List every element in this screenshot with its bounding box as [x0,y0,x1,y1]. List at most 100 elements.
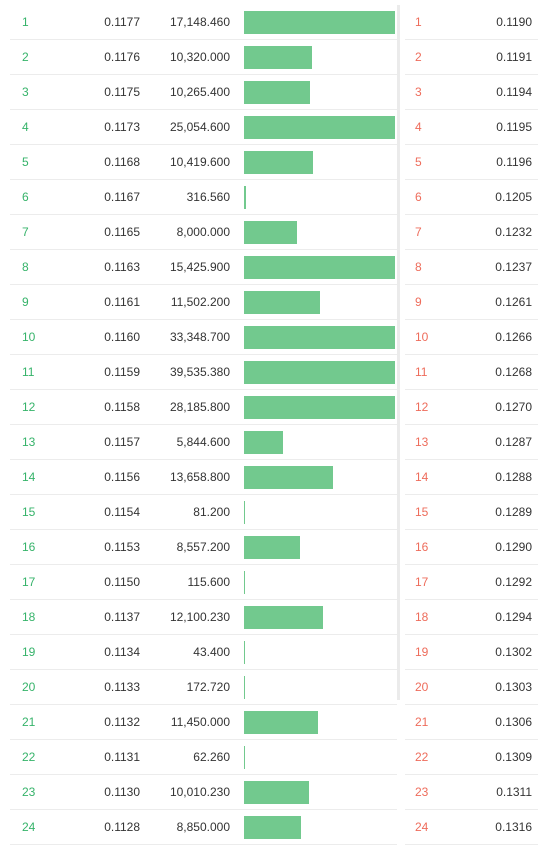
bid-row[interactable]: 3 0.1175 10,265.400 [10,75,397,110]
ask-row[interactable]: 22 0.1309 [405,740,538,775]
ask-price: 0.1309 [495,750,532,764]
ask-row[interactable]: 6 0.1205 [405,180,538,215]
bid-row[interactable]: 23 0.1130 10,010.230 [10,775,397,810]
bid-row[interactable]: 21 0.1132 11,450.000 [10,705,397,740]
bid-amount: 5,844.600 [176,435,230,449]
bid-amount: 316.560 [186,190,230,204]
bid-amount: 17,148.460 [169,15,230,29]
bid-amount: 25,054.600 [169,120,230,134]
ask-level: 19 [415,645,429,659]
bid-price: 0.1159 [104,365,140,379]
bid-level: 10 [22,330,36,344]
ask-row[interactable]: 14 0.1288 [405,460,538,495]
ask-row[interactable]: 5 0.1196 [405,145,538,180]
bid-row[interactable]: 5 0.1168 10,419.600 [10,145,397,180]
bid-row[interactable]: 13 0.1157 5,844.600 [10,425,397,460]
bid-level: 6 [22,190,29,204]
ask-row[interactable]: 11 0.1268 [405,355,538,390]
bid-row[interactable]: 10 0.1160 33,348.700 [10,320,397,355]
bid-row[interactable]: 18 0.1137 12,100.230 [10,600,397,635]
bid-row[interactable]: 7 0.1165 8,000.000 [10,215,397,250]
ask-row[interactable]: 2 0.1191 [405,40,538,75]
ask-row[interactable]: 4 0.1195 [405,110,538,145]
bid-row[interactable]: 8 0.1163 15,425.900 [10,250,397,285]
bid-price: 0.1161 [104,295,140,309]
bid-amount: 13,658.800 [169,470,230,484]
bid-row[interactable]: 9 0.1161 11,502.200 [10,285,397,320]
bid-price: 0.1154 [104,505,140,519]
bid-depth-bar [244,186,246,209]
bid-row[interactable]: 11 0.1159 39,535.380 [10,355,397,390]
bid-row[interactable]: 12 0.1158 28,185.800 [10,390,397,425]
bid-price: 0.1157 [104,435,140,449]
bid-depth-bar [244,466,333,489]
ask-row[interactable]: 19 0.1302 [405,635,538,670]
bid-price: 0.1137 [104,610,140,624]
bid-amount: 172.720 [186,680,230,694]
bid-level: 9 [22,295,29,309]
bid-level: 23 [22,785,36,799]
ask-row[interactable]: 21 0.1306 [405,705,538,740]
ask-row[interactable]: 24 0.1316 [405,810,538,845]
bid-level: 1 [22,15,29,29]
ask-level: 14 [415,470,429,484]
ask-level: 18 [415,610,429,624]
ask-level: 8 [415,260,422,274]
ask-row[interactable]: 1 0.1190 [405,5,538,40]
ask-row[interactable]: 3 0.1194 [405,75,538,110]
ask-level: 2 [415,50,422,64]
bid-price: 0.1165 [104,225,140,239]
bid-price: 0.1132 [104,715,140,729]
bid-amount: 15,425.900 [169,260,230,274]
bid-row[interactable]: 14 0.1156 13,658.800 [10,460,397,495]
bid-depth-bar [244,746,245,769]
bid-row[interactable]: 17 0.1150 115.600 [10,565,397,600]
bid-row[interactable]: 15 0.1154 81.200 [10,495,397,530]
bid-depth-bar [244,606,323,629]
bid-depth-bar [244,81,310,104]
bid-amount: 11,450.000 [170,715,230,729]
bid-amount: 10,320.000 [169,50,230,64]
bid-price: 0.1128 [104,820,140,834]
ask-row[interactable]: 10 0.1266 [405,320,538,355]
ask-price: 0.1205 [495,190,532,204]
bid-amount: 8,850.000 [176,820,230,834]
ask-row[interactable]: 8 0.1237 [405,250,538,285]
bid-row[interactable]: 16 0.1153 8,557.200 [10,530,397,565]
ask-row[interactable]: 17 0.1292 [405,565,538,600]
bid-row[interactable]: 2 0.1176 10,320.000 [10,40,397,75]
ask-row[interactable]: 9 0.1261 [405,285,538,320]
bid-price: 0.1156 [104,470,140,484]
ask-level: 11 [415,365,428,379]
ask-price: 0.1261 [495,295,532,309]
ask-row[interactable]: 20 0.1303 [405,670,538,705]
ask-price: 0.1311 [496,785,532,799]
bid-level: 21 [22,715,36,729]
ask-row[interactable]: 13 0.1287 [405,425,538,460]
bid-depth-bar [244,221,297,244]
bid-level: 13 [22,435,36,449]
bid-row[interactable]: 20 0.1133 172.720 [10,670,397,705]
bid-amount: 10,265.400 [169,85,230,99]
bid-row[interactable]: 24 0.1128 8,850.000 [10,810,397,845]
bid-price: 0.1130 [104,785,140,799]
ask-level: 17 [415,575,429,589]
bid-level: 19 [22,645,36,659]
bid-row[interactable]: 6 0.1167 316.560 [10,180,397,215]
bid-amount: 10,419.600 [169,155,230,169]
bid-row[interactable]: 4 0.1173 25,054.600 [10,110,397,145]
bid-price: 0.1173 [104,120,140,134]
ask-price: 0.1306 [495,715,532,729]
ask-row[interactable]: 15 0.1289 [405,495,538,530]
ask-row[interactable]: 16 0.1290 [405,530,538,565]
ask-row[interactable]: 18 0.1294 [405,600,538,635]
bid-row[interactable]: 22 0.1131 62.260 [10,740,397,775]
ask-row[interactable]: 23 0.1311 [405,775,538,810]
bid-row[interactable]: 19 0.1134 43.400 [10,635,397,670]
bid-price: 0.1134 [104,645,140,659]
bid-price: 0.1167 [104,190,140,204]
ask-row[interactable]: 12 0.1270 [405,390,538,425]
ask-row[interactable]: 7 0.1232 [405,215,538,250]
bid-row[interactable]: 1 0.1177 17,148.460 [10,5,397,40]
ask-price: 0.1195 [496,120,532,134]
